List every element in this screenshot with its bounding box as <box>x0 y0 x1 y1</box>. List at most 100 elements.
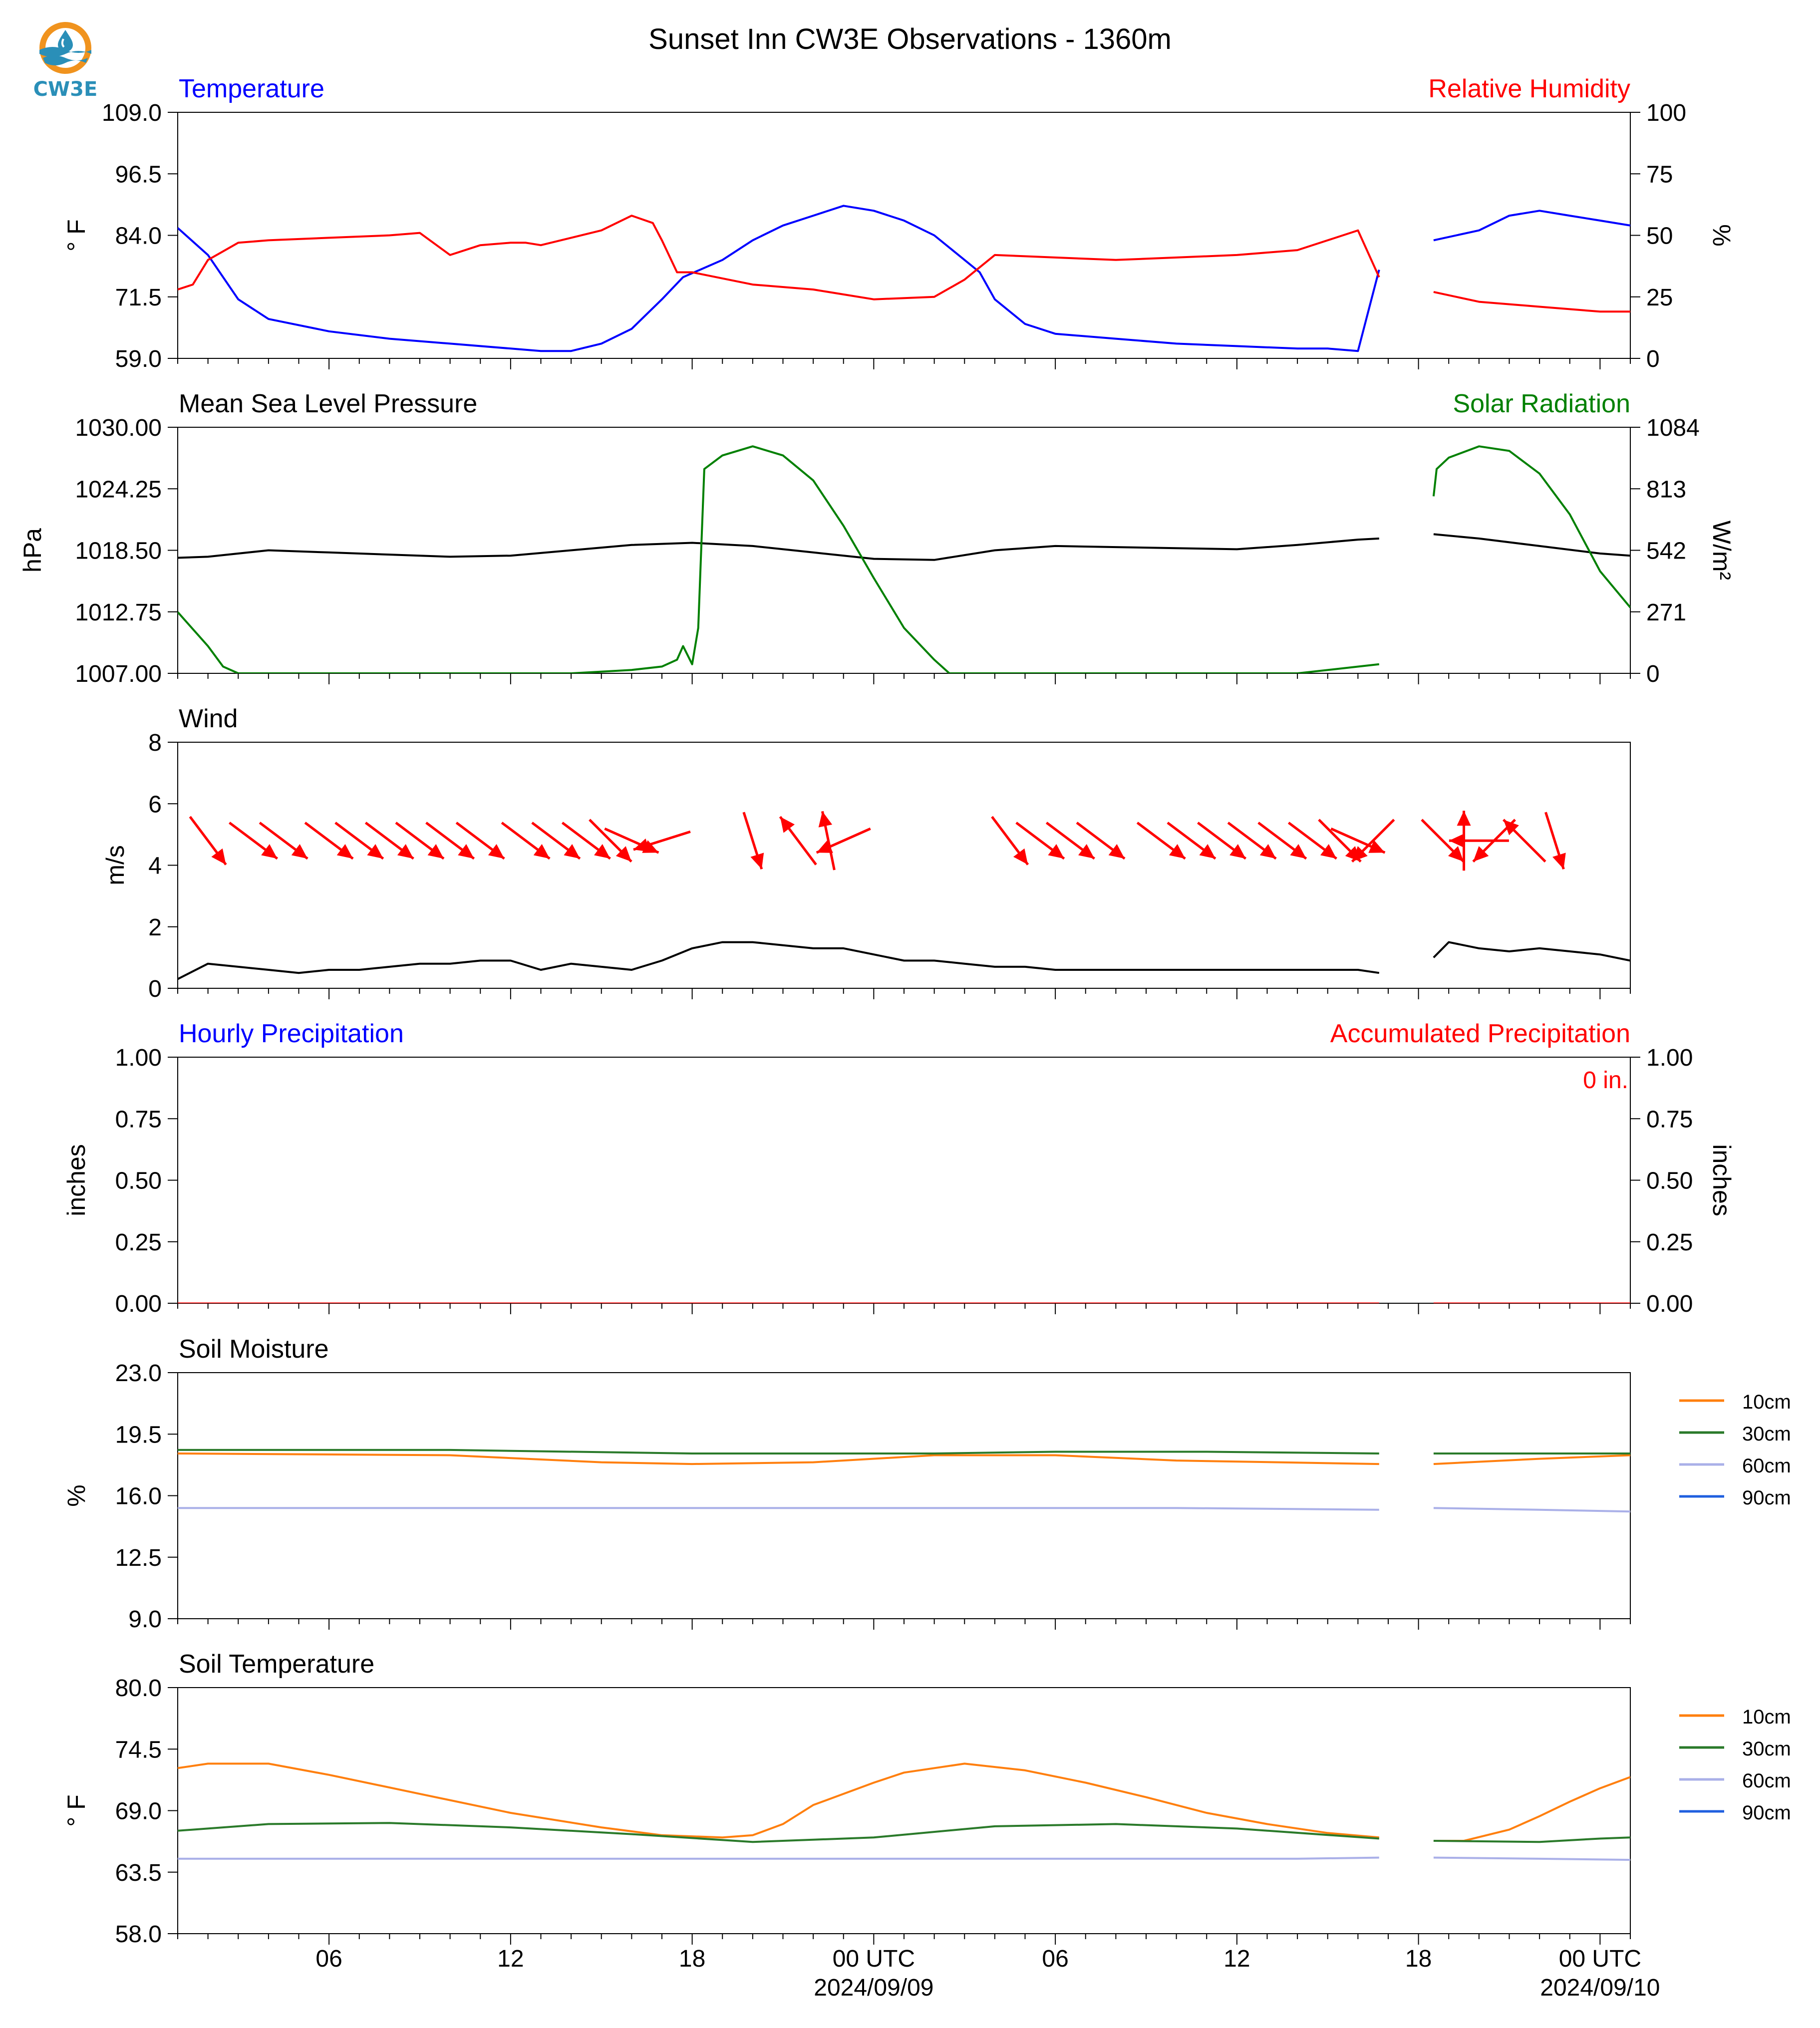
wind-arrow <box>779 816 817 866</box>
y-tick-label: 80.0 <box>115 1675 162 1702</box>
legend-label: 60cm <box>1742 1770 1791 1792</box>
cw3e-logo: CW3E <box>32 19 99 104</box>
series-solar <box>178 445 1380 673</box>
wind-arrow <box>259 822 308 860</box>
wind-arrow <box>501 822 551 860</box>
series-mslp <box>178 537 1379 561</box>
y-tick-label: 1030.00 <box>75 415 162 441</box>
y-tick-label: 16.0 <box>115 1483 162 1510</box>
y2-tick-label: 1084 <box>1646 415 1700 441</box>
series-mslp_b <box>1433 533 1630 557</box>
wind-arrow <box>1136 822 1186 860</box>
series-group <box>178 205 1630 352</box>
legend-label: 30cm <box>1742 1423 1791 1445</box>
y-tick-label: 1012.75 <box>75 599 162 626</box>
y2-tick-label: 50 <box>1646 223 1673 250</box>
x-tick-label: 18 <box>1405 1946 1432 1972</box>
x-date-label: 2024/09/09 <box>814 1975 933 2001</box>
legend: 10cm 30cm 60cm 90cm <box>1679 1391 1791 1509</box>
series-st30_b <box>1433 1836 1630 1843</box>
y-tick-label: 58.0 <box>115 1921 162 1948</box>
y-axis-label: % <box>62 1484 90 1506</box>
wind-arrow <box>1167 822 1216 860</box>
wind-arrow <box>1503 819 1546 863</box>
y2-tick-label: 0 <box>1646 346 1660 372</box>
y-tick-label: 1024.25 <box>75 476 162 503</box>
y-tick-label: 12.5 <box>115 1545 162 1571</box>
legend-label: 10cm <box>1742 1391 1791 1413</box>
panel-3: 0 2 4 6 8 m/s Wind <box>101 704 1631 1002</box>
wind-arrow <box>1227 822 1277 860</box>
y-tick-label: 71.5 <box>115 285 162 311</box>
legend-label: 90cm <box>1742 1802 1791 1824</box>
y-tick-label: 1018.50 <box>75 538 162 565</box>
y-tick-label: 8 <box>148 730 162 756</box>
wind-arrow <box>1287 822 1337 860</box>
accumulation-annotation: 0 in. <box>1583 1067 1628 1094</box>
logo-text: CW3E <box>33 78 98 101</box>
y-tick-label: 0 <box>148 976 162 1002</box>
y2-tick-label: 0.50 <box>1646 1168 1693 1194</box>
panel-title-right: Relative Humidity <box>1428 74 1630 103</box>
y-tick-label: 96.5 <box>115 161 162 188</box>
panel-6: 58.0 63.5 69.0 74.5 80.0 ° F Soil Temperature 1… <box>62 1650 1791 1948</box>
wind-arrow <box>991 816 1029 866</box>
series-sm60_b <box>1433 1507 1630 1513</box>
y-tick-label: 23.0 <box>115 1360 162 1387</box>
y2-tick-label: 0.25 <box>1646 1229 1693 1256</box>
wind-arrow <box>1330 827 1386 854</box>
series-group <box>178 941 1630 980</box>
x-tick-label: 00 UTC <box>833 1946 915 1972</box>
wind-arrow <box>561 822 611 860</box>
panel-4: 0.00 0.25 0.50 0.75 1.00 0.00 0.25 0.50 0.75 1.00… <box>62 1019 1736 1317</box>
series-solar_b <box>1432 445 1630 608</box>
series-st60_b <box>1433 1856 1630 1861</box>
wind-arrow <box>425 822 475 860</box>
x-tick-label: 06 <box>1042 1946 1068 1972</box>
panel-title-left: Soil Temperature <box>179 1650 374 1679</box>
wind-arrow <box>395 822 445 860</box>
series-sm10 <box>178 1452 1379 1465</box>
wind-arrow <box>189 816 227 866</box>
series-speed_b <box>1433 941 1630 962</box>
x-tick-label: 06 <box>315 1946 342 1972</box>
y2-tick-label: 1.00 <box>1646 1045 1693 1071</box>
series-temp <box>178 205 1380 352</box>
y-tick-label: 109.0 <box>102 100 162 126</box>
panels: 59.0 71.5 84.0 96.5 109.0 0 25 50 75 100 ° F % Tempe… <box>18 74 1791 1948</box>
wind-arrow <box>742 812 764 869</box>
x-tick-label: 00 UTC <box>1559 1946 1641 1972</box>
y-axis-label: ° F <box>62 1794 90 1826</box>
x-tick-label: 12 <box>1223 1946 1250 1972</box>
series-group <box>178 445 1630 673</box>
plot-frame <box>177 1687 1631 1934</box>
series-sm10_b <box>1433 1454 1630 1465</box>
wind-arrow <box>455 822 505 860</box>
panel-5: 9.0 12.5 16.0 19.5 23.0% Soil Moisture 10cm 30c… <box>62 1335 1791 1633</box>
series-rh <box>178 215 1380 300</box>
y2-tick-label: 100 <box>1646 100 1686 126</box>
wind-arrow <box>1421 819 1465 863</box>
panel-2: 1007.00 1012.75 1018.50 1024.25 1030.00 0 271 5… <box>18 389 1736 687</box>
plot-frame <box>177 1372 1631 1619</box>
y-tick-label: 4 <box>148 853 162 879</box>
panel-1: 59.0 71.5 84.0 96.5 109.0 0 25 50 75 100 ° F % Tempe… <box>62 74 1736 372</box>
y2-axis-label: % <box>1708 224 1736 246</box>
wind-arrow <box>633 830 691 852</box>
y-axis-label: inches <box>62 1144 90 1216</box>
y2-tick-label: 813 <box>1646 476 1686 503</box>
panel-title-left: Mean Sea Level Pressure <box>179 389 477 418</box>
y2-axis-label: inches <box>1708 1144 1736 1216</box>
wind-arrow <box>364 822 414 860</box>
series-group <box>178 1449 1630 1513</box>
series-st60 <box>178 1856 1379 1860</box>
series-st10_b <box>1433 1776 1630 1842</box>
y2-tick-label: 0 <box>1646 661 1660 687</box>
y-tick-label: 74.5 <box>115 1737 162 1763</box>
y-tick-label: 59.0 <box>115 346 162 372</box>
series-rh_b <box>1433 290 1630 313</box>
wind-arrow <box>1351 819 1395 863</box>
legend-label: 90cm <box>1742 1487 1791 1509</box>
wind-arrow <box>1197 822 1247 860</box>
